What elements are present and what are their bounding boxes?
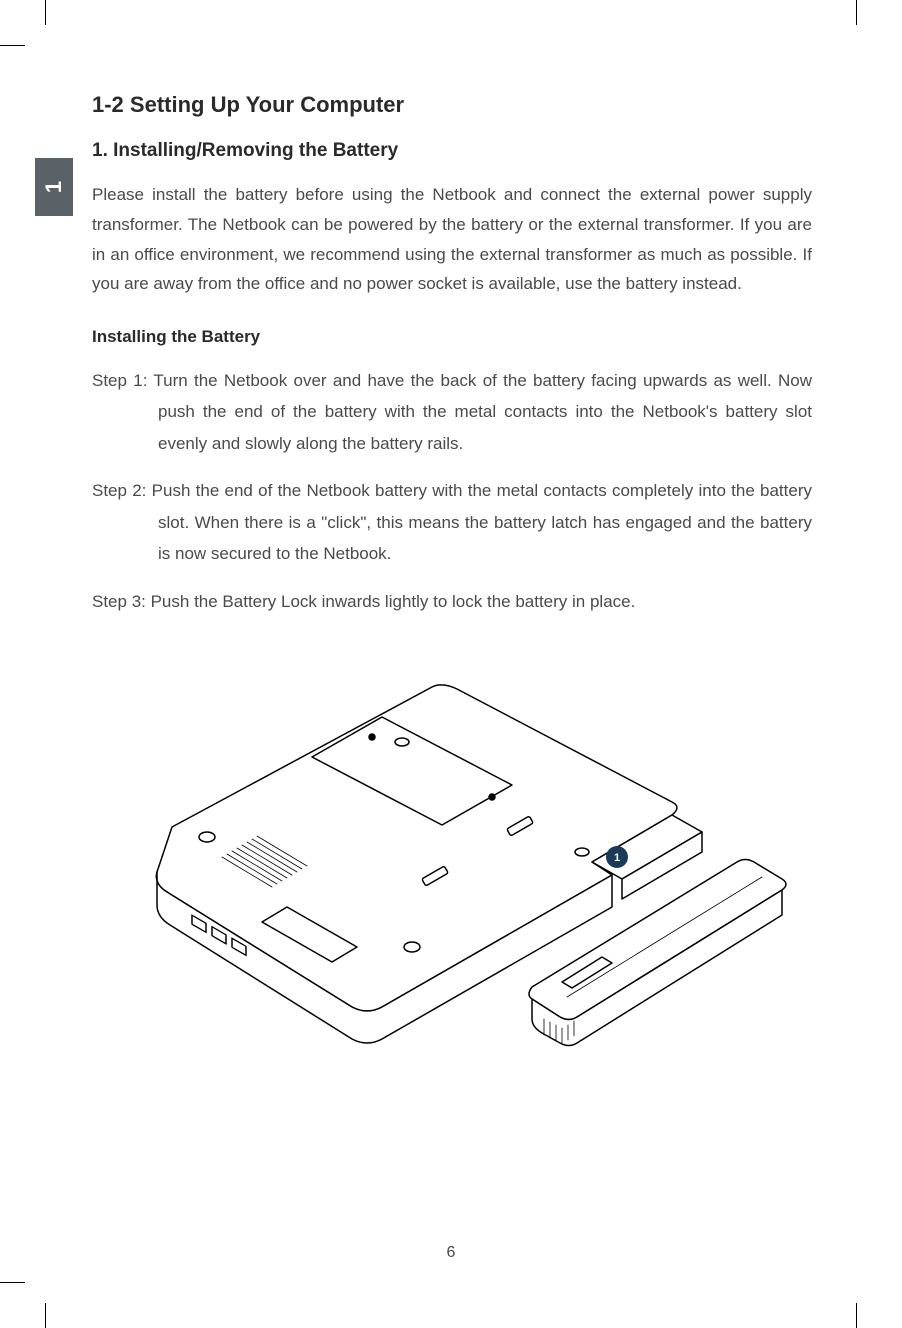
subheading: Installing the Battery	[92, 327, 812, 347]
step-1: Step 1: Turn the Netbook over and have t…	[92, 365, 812, 459]
crop-mark	[45, 0, 46, 25]
page-number: 6	[0, 1244, 902, 1262]
chapter-tab: 1	[35, 158, 73, 216]
page-content: 1-2 Setting Up Your Computer 1. Installi…	[92, 92, 812, 1067]
callout-number: 1	[614, 852, 620, 864]
battery-install-illustration: 1	[112, 647, 792, 1067]
step-2: Step 2: Push the end of the Netbook batt…	[92, 475, 812, 569]
crop-mark	[856, 1303, 857, 1328]
crop-mark	[0, 45, 25, 46]
crop-mark	[856, 0, 857, 25]
sub-title: 1. Installing/Removing the Battery	[92, 140, 812, 162]
intro-paragraph: Please install the battery before using …	[92, 180, 812, 299]
netbook-battery-svg: 1	[112, 647, 792, 1067]
crop-mark	[45, 1303, 46, 1328]
crop-mark	[0, 1282, 25, 1283]
chapter-number: 1	[41, 181, 67, 193]
section-title: 1-2 Setting Up Your Computer	[92, 92, 812, 118]
step-3: Step 3: Push the Battery Lock inwards li…	[92, 586, 812, 617]
